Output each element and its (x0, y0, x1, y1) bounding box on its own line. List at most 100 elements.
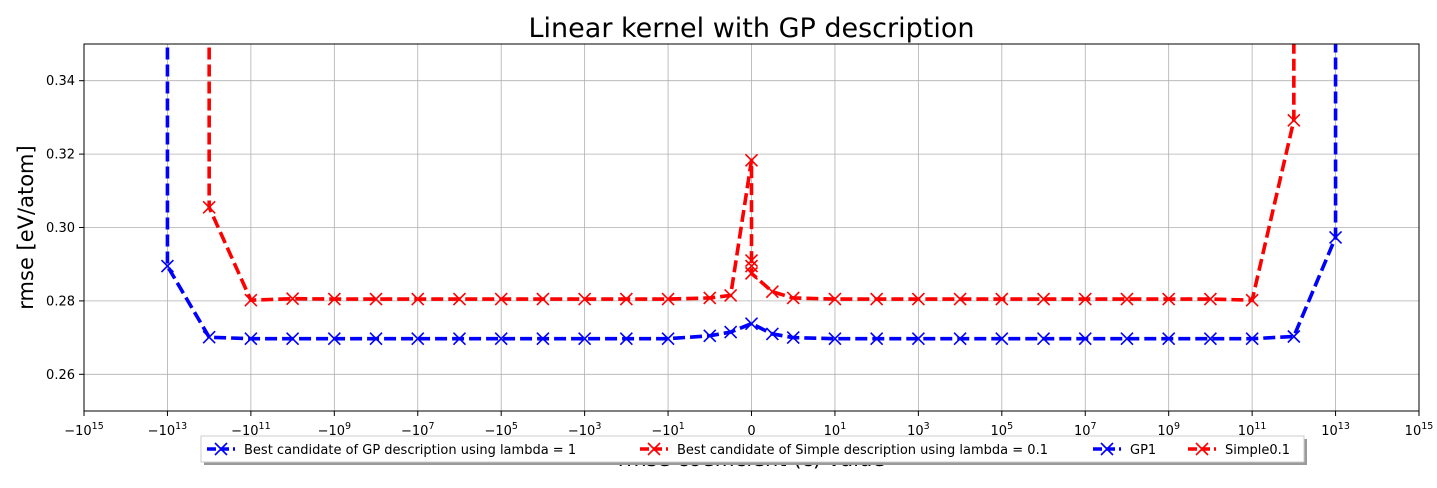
x-tick-label: −1015 (64, 421, 104, 439)
legend: Best candidate of GP description using l… (200, 435, 1307, 465)
data-point (536, 292, 550, 306)
data-point (369, 332, 383, 346)
x-tick-label: 105 (991, 421, 1014, 439)
y-tick-label: 0.26 (46, 368, 75, 383)
series-line (165, 44, 1338, 341)
data-point (578, 292, 592, 306)
data-point (724, 325, 738, 339)
series-1 (160, 44, 1343, 346)
data-point (828, 292, 842, 306)
data-point (744, 253, 759, 268)
data-point (244, 293, 258, 307)
data-point (1036, 332, 1051, 346)
x-tick-label: −1011 (231, 421, 271, 439)
x-tick-label: −109 (318, 421, 351, 439)
data-point (765, 285, 779, 299)
ticks: −1015 −1013 −1011 −109 −107 −105 −103 −101 0 101 1… (46, 74, 1433, 439)
data-point (1078, 292, 1092, 306)
data-point (765, 327, 779, 341)
data-point (744, 266, 759, 280)
x-tick-label: −105 (484, 421, 517, 439)
data-point (494, 332, 508, 346)
data-point (411, 332, 425, 346)
data-point (786, 331, 800, 345)
legend-label: Best candidate of Simple description usi… (677, 443, 1048, 458)
data-point (1162, 292, 1176, 306)
data-point (244, 332, 258, 346)
series-line (207, 44, 1296, 302)
data-point (1162, 332, 1176, 346)
data-point (870, 332, 884, 346)
data-point (452, 292, 467, 306)
data-point (953, 292, 967, 306)
x-tick-label: 1011 (1238, 421, 1267, 439)
data-point (411, 292, 425, 306)
data-point (1287, 329, 1301, 344)
y-tick-label: 0.28 (46, 294, 75, 309)
data-point (828, 332, 842, 346)
data-point (160, 259, 175, 273)
data-point (1203, 292, 1217, 306)
series-layer (160, 44, 1343, 346)
data-point (619, 332, 633, 346)
data-point (1078, 332, 1092, 346)
data-point (703, 329, 717, 343)
data-point (911, 292, 925, 306)
legend-entry: Simple0.1 (1188, 442, 1290, 458)
x-tick-label: 1015 (1405, 421, 1434, 439)
x-tick-label: −103 (568, 421, 601, 439)
x-tick-label: 101 (824, 421, 847, 439)
series-2 (202, 44, 1301, 307)
legend-label: Best candidate of GP description using l… (244, 443, 576, 458)
legend-label: Simple0.1 (1225, 443, 1290, 458)
data-point (619, 292, 633, 306)
data-point (536, 332, 550, 346)
data-point (202, 330, 216, 344)
data-point (724, 288, 738, 302)
legend-entry: Best candidate of GP description using l… (207, 442, 576, 458)
y-axis-label: rmse [eV/atom] (14, 145, 38, 309)
x-tick-label: 1013 (1321, 421, 1350, 439)
legend-entry: GP1 (1093, 442, 1156, 458)
data-point (661, 292, 675, 306)
data-point (578, 332, 592, 346)
data-point (1036, 292, 1051, 306)
data-point (327, 332, 341, 346)
data-point (286, 292, 300, 306)
data-point (1287, 113, 1301, 127)
x-tick-label: 107 (1074, 421, 1097, 439)
legend-entry: Best candidate of Simple description usi… (640, 442, 1048, 458)
data-point (870, 292, 884, 306)
data-point (1203, 332, 1217, 346)
data-point (995, 292, 1009, 306)
data-point (286, 332, 300, 346)
data-point (202, 200, 216, 214)
data-point (1120, 332, 1134, 346)
data-point (1245, 293, 1259, 307)
data-point (744, 317, 759, 331)
x-tick-label: 109 (1157, 421, 1180, 439)
data-point (661, 332, 675, 346)
legend-marker (1100, 442, 1114, 456)
y-tick-label: 0.32 (46, 148, 75, 163)
legend-marker (1195, 442, 1209, 456)
x-tick-label: −1013 (148, 421, 188, 439)
data-point (494, 292, 508, 306)
y-tick-label: 0.30 (46, 221, 75, 236)
y-tick-label: 0.34 (46, 74, 75, 89)
x-tick-label: 0 (747, 424, 755, 439)
data-point (786, 291, 800, 305)
chart-title: Linear kernel with GP description (529, 13, 975, 44)
data-point (452, 332, 467, 346)
data-point (1120, 292, 1134, 306)
x-tick-label: −101 (651, 421, 684, 439)
legend-marker (214, 442, 228, 456)
data-point (327, 292, 341, 306)
legend-marker (647, 442, 661, 456)
data-point (369, 292, 383, 306)
data-point (953, 332, 967, 346)
data-point (1328, 230, 1343, 244)
x-tick-label: −107 (401, 421, 434, 439)
